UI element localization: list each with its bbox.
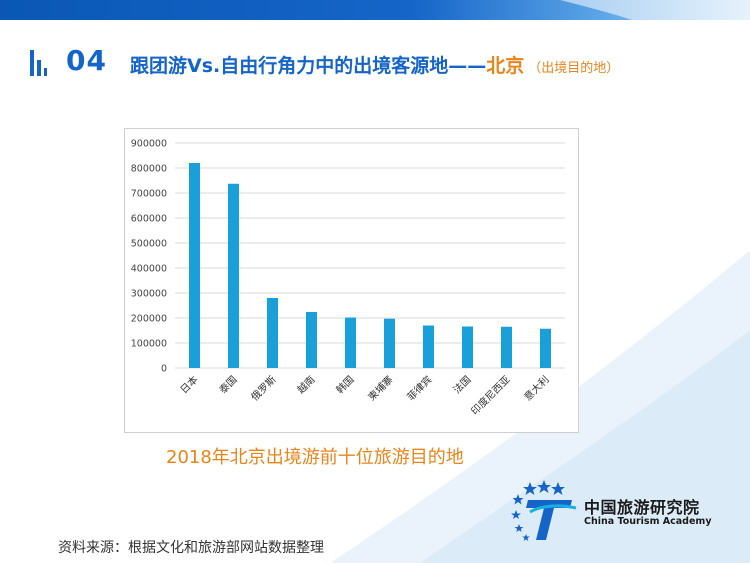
academy-logo-icon [511,480,577,541]
y-tick-label: 600000 [131,214,167,225]
y-tick-label: 800000 [131,164,167,175]
bars [189,163,551,368]
chart-frame: 0 100000 200000 300000 400000 500000 600000 700… [124,128,579,433]
top-banner [0,0,750,20]
chart-title: 2018年北京出境游前十位旅游目的地 [166,447,464,468]
source-note: 资料来源：根据文化和旅游部网站数据整理 [58,540,324,556]
x-tick-label: 越南 [294,373,317,396]
y-tick-label: 300000 [131,289,167,300]
y-axis-ticks: 0 100000 200000 300000 400000 500000 600000 700… [131,139,167,375]
x-tick-label: 法国 [450,373,473,396]
gridlines [175,142,565,369]
x-tick-label: 意大利 [521,373,551,403]
y-tick-label: 900000 [131,139,167,150]
y-tick-label: 100000 [131,339,167,350]
title-city: 北京 [486,55,525,77]
title-main: 跟团游Vs.自由行角力中的出境客源地—— [130,55,487,77]
x-tick-label: 菲律宾 [404,373,434,403]
x-tick-label: 泰国 [216,373,239,396]
x-tick-label: 印度尼西亚 [468,373,513,418]
logo-name-en: China Tourism Academy [584,516,712,527]
bar-1 [228,183,239,368]
title-note: （出境目的地） [528,61,620,76]
bar-0 [189,163,200,368]
bar-3 [306,312,317,368]
y-tick-label: 500000 [131,239,167,250]
y-tick-label: 700000 [131,189,167,200]
x-tick-label: 韩国 [333,373,356,396]
slide-title: 跟团游Vs.自由行角力中的出境客源地——北京 （出境目的地） [130,51,619,78]
x-tick-label: 柬埔寨 [365,373,395,403]
bar-8 [501,326,512,368]
y-tick-label: 0 [161,364,167,375]
y-tick-label: 400000 [131,264,167,275]
section-number: 04 [66,44,107,77]
y-tick-label: 200000 [131,314,167,325]
bar-5 [384,318,395,368]
bar-6 [423,325,434,368]
bar-4 [345,317,356,368]
bar-chart: 0 100000 200000 300000 400000 500000 600000 700… [131,139,565,418]
bar-9 [540,328,551,368]
logo-name-cn: 中国旅游研究院 [584,498,700,517]
section-marker-icon [30,50,47,76]
x-tick-label: 俄罗斯 [248,373,278,403]
x-tick-label: 日本 [177,373,200,396]
bar-2 [267,298,278,368]
bar-7 [462,326,473,368]
